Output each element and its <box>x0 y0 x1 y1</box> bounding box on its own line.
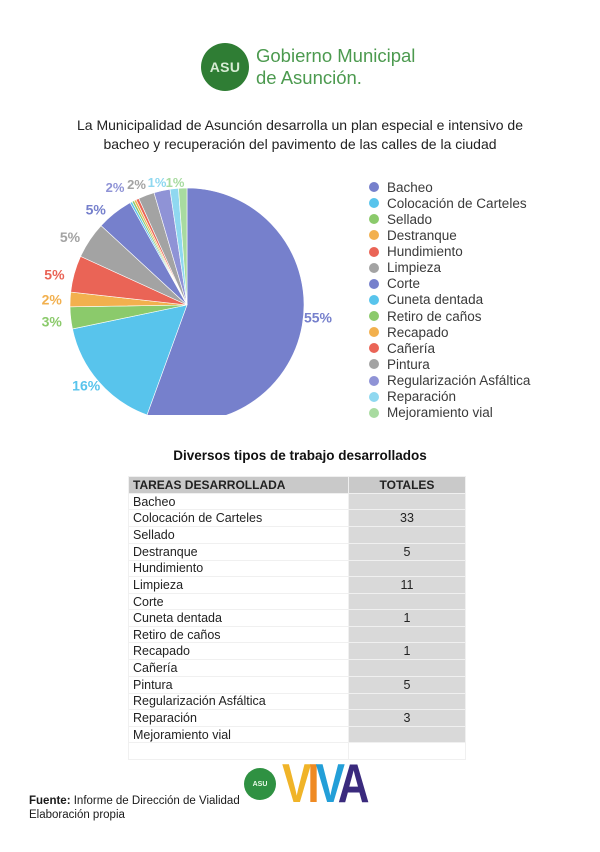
svg-text:55%: 55% <box>304 309 333 325</box>
svg-text:5%: 5% <box>44 267 65 283</box>
svg-text:3%: 3% <box>42 313 63 329</box>
svg-text:2%: 2% <box>106 180 125 195</box>
svg-text:16%: 16% <box>72 378 101 394</box>
svg-text:2%: 2% <box>42 291 63 307</box>
svg-text:1%: 1% <box>166 175 185 190</box>
svg-text:1%: 1% <box>148 175 167 190</box>
svg-text:5%: 5% <box>86 202 107 218</box>
svg-text:5%: 5% <box>60 229 81 245</box>
svg-text:2%: 2% <box>127 177 146 192</box>
